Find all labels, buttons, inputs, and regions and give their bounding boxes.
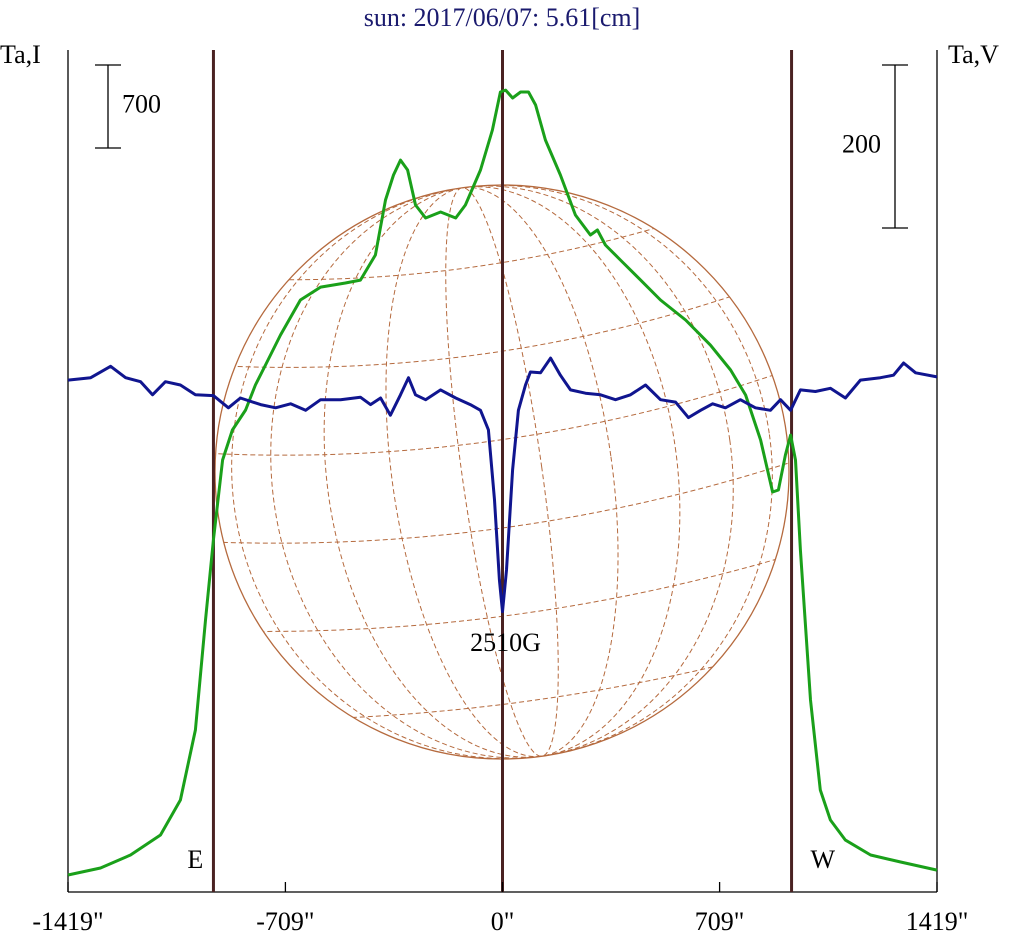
x-tick-label: 1419": [906, 907, 969, 936]
annotation: 2510G: [470, 628, 541, 657]
x-tick-label: -709": [256, 907, 314, 936]
scale-bar-label: 700: [122, 89, 161, 118]
x-tick-label: -1419": [32, 907, 103, 936]
x-tick-label: 709": [695, 907, 745, 936]
y-axis-label: Ta,I: [0, 40, 41, 69]
annotation: E: [187, 845, 203, 874]
scale-bar-label: 200: [842, 129, 881, 158]
y2-axis-label: Ta,V: [948, 40, 999, 69]
x-tick-label: 0": [491, 907, 515, 936]
annotation: W: [811, 845, 836, 874]
chart-title: sun: 2017/06/07: 5.61[cm]: [364, 3, 641, 32]
series-line: [67, 356, 938, 614]
